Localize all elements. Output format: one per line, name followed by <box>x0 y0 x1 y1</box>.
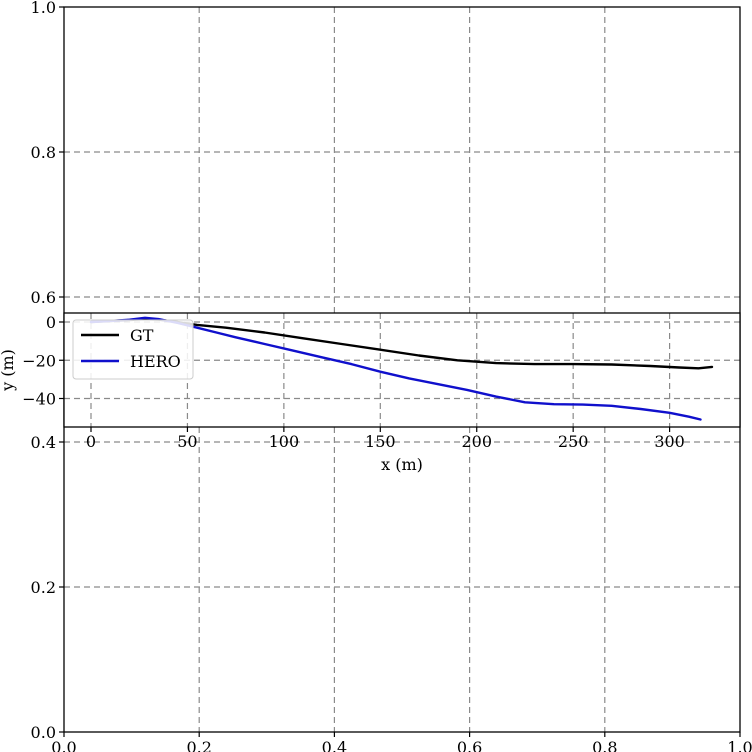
bg-xtick-label-0: 0.0 <box>51 738 76 752</box>
inset-xtick-label-6: 300 <box>654 432 685 451</box>
inset-ytick-label-2: −40 <box>22 390 56 409</box>
bg-ytick-label-3: 0.6 <box>31 288 56 307</box>
bg-xtick-label-2: 0.4 <box>322 738 347 752</box>
inset-x-axis-label: x (m) <box>381 455 423 474</box>
bg-ytick-label-2: 0.4 <box>31 433 56 452</box>
bg-xtick-label-1: 0.2 <box>186 738 211 752</box>
bg-ytick-label-5: 1.0 <box>31 0 56 17</box>
bg-xtick-label-5: 1.0 <box>727 738 752 752</box>
bg-ytick-label-0: 0.0 <box>31 723 56 742</box>
inset-xtick-label-5: 250 <box>558 432 589 451</box>
inset-ytick-label-0: 0 <box>46 313 56 332</box>
inset-ytick-label-1: −20 <box>22 351 56 370</box>
inset-axes-frame <box>63 312 741 428</box>
inset-xtick-label-4: 200 <box>461 432 492 451</box>
inset-xtick-label-1: 50 <box>177 432 197 451</box>
bg-xtick-label-4: 0.8 <box>592 738 617 752</box>
inset-xtick-label-2: 100 <box>269 432 300 451</box>
bg-ytick-label-1: 0.2 <box>31 578 56 597</box>
inset-y-axis-label: y (m) <box>0 349 17 392</box>
legend: GT HERO <box>72 319 194 380</box>
bg-ytick-label-4: 0.8 <box>31 143 56 162</box>
inset-xtick-label-0: 0 <box>86 432 96 451</box>
inset-xtick-label-3: 150 <box>365 432 396 451</box>
bg-xtick-label-3: 0.6 <box>457 738 482 752</box>
legend-label-gt: GT <box>130 326 154 345</box>
legend-label-hero: HERO <box>130 352 181 371</box>
